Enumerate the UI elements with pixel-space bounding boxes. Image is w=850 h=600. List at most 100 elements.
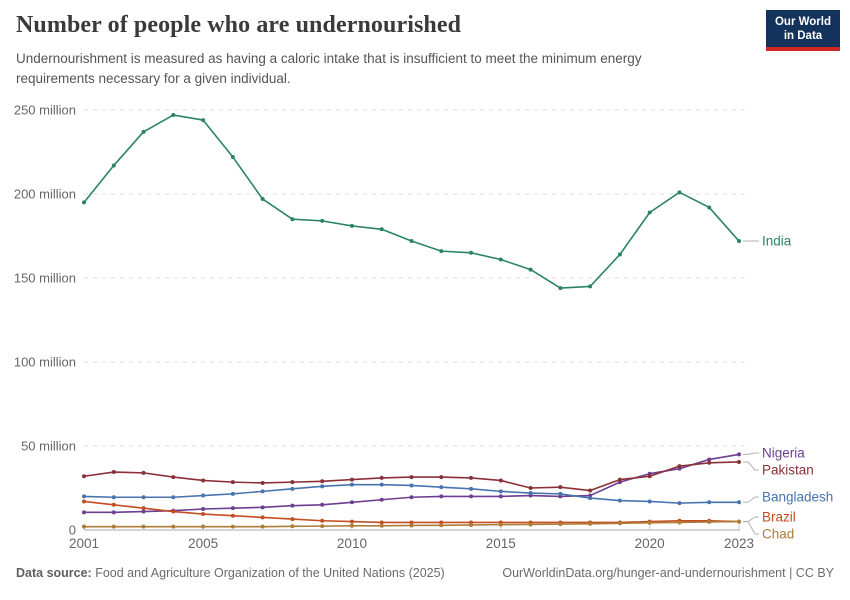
series-point-pakistan: [409, 475, 414, 480]
series-point-nigeria: [498, 494, 503, 499]
series-point-india: [141, 129, 146, 134]
series-point-pakistan: [498, 478, 503, 483]
series-point-india: [677, 190, 682, 195]
series-point-bangladesh: [290, 486, 295, 491]
series-point-india: [379, 227, 384, 232]
series-point-chad: [349, 523, 354, 528]
series-point-nigeria: [469, 494, 474, 499]
series-point-bangladesh: [141, 495, 146, 500]
data-source-label: Data source:: [16, 566, 92, 580]
series-point-nigeria: [201, 507, 206, 511]
series-point-india: [558, 286, 563, 291]
credit-link[interactable]: OurWorldinData.org/hunger-and-undernouri…: [502, 566, 834, 580]
series-point-bangladesh: [320, 484, 325, 489]
series-point-india: [707, 205, 712, 210]
series-point-chad: [260, 524, 265, 529]
series-point-brazil: [260, 515, 265, 520]
series-point-bangladesh: [409, 483, 414, 488]
series-point-bangladesh: [82, 494, 86, 499]
series-point-chad: [737, 519, 741, 524]
logo-line-1: Our World: [774, 16, 831, 28]
series-point-brazil: [171, 509, 176, 514]
series-point-pakistan: [141, 470, 146, 475]
series-point-nigeria: [290, 503, 295, 508]
series-point-india: [528, 267, 533, 272]
series-point-india: [230, 155, 235, 160]
label-connector-brazil: [743, 516, 759, 523]
series-point-pakistan: [82, 474, 86, 479]
data-source: Data source: Food and Agriculture Organi…: [16, 566, 445, 580]
series-point-nigeria: [349, 500, 354, 505]
series-label-india[interactable]: India: [762, 234, 792, 249]
series-point-chad: [111, 524, 116, 529]
x-axis-tick-label: 2023: [724, 536, 754, 551]
series-point-brazil: [379, 520, 384, 525]
series-point-india: [409, 239, 414, 244]
series-point-nigeria: [379, 497, 384, 502]
series-line-nigeria[interactable]: [84, 453, 740, 514]
label-connector-bangladesh: [743, 496, 759, 503]
x-axis-tick-label: 2005: [188, 536, 218, 551]
series-point-india: [201, 118, 206, 123]
chart-header: Number of people who are undernourished …: [16, 12, 756, 88]
series-point-chad: [171, 524, 176, 529]
series-point-chad: [82, 524, 86, 529]
series-point-pakistan: [230, 480, 235, 485]
series-point-chad: [201, 524, 206, 529]
series-point-chad: [498, 522, 503, 527]
series-point-bangladesh: [439, 485, 444, 490]
series-point-pakistan: [617, 477, 622, 482]
series-point-pakistan: [528, 486, 533, 490]
series-label-bangladesh[interactable]: Bangladesh: [762, 490, 833, 505]
series-label-nigeria[interactable]: Nigeria: [762, 446, 805, 461]
series-point-pakistan: [290, 480, 295, 485]
series-point-nigeria: [737, 452, 741, 457]
y-axis-tick-label: 200 million: [14, 187, 76, 202]
series-point-pakistan: [558, 485, 563, 490]
y-axis-tick-label: 250 million: [14, 103, 76, 118]
series-point-bangladesh: [617, 498, 622, 503]
series-point-brazil: [439, 520, 444, 525]
series-point-india: [439, 249, 444, 254]
series-line-india[interactable]: [83, 114, 740, 289]
series-point-bangladesh: [171, 495, 176, 500]
series-point-pakistan: [707, 460, 712, 465]
series-point-brazil: [409, 520, 414, 525]
series-point-chad: [528, 522, 533, 527]
series-point-chad: [379, 523, 384, 528]
series-point-bangladesh: [349, 482, 354, 487]
y-axis-tick-label: 50 million: [21, 439, 76, 454]
series-point-nigeria: [260, 505, 265, 510]
y-axis-tick-label: 150 million: [14, 271, 76, 286]
series-point-bangladesh: [528, 491, 533, 496]
series-point-pakistan: [469, 475, 474, 480]
series-point-nigeria: [439, 494, 444, 499]
series-point-india: [588, 284, 593, 289]
series-point-india: [82, 200, 86, 205]
series-point-brazil: [111, 502, 116, 507]
series-point-pakistan: [647, 474, 652, 479]
label-connector-chad: [743, 521, 759, 535]
series-point-pakistan: [201, 478, 206, 483]
series-label-chad[interactable]: Chad: [762, 527, 794, 542]
x-axis-tick-label: 2001: [69, 536, 99, 551]
series-label-pakistan[interactable]: Pakistan: [762, 463, 814, 478]
series-point-pakistan: [111, 470, 116, 475]
series-point-bangladesh: [558, 491, 563, 496]
series-label-brazil[interactable]: Brazil: [762, 510, 796, 525]
series-point-pakistan: [349, 477, 354, 482]
series-point-india: [647, 210, 652, 215]
series-point-pakistan: [677, 464, 682, 469]
series-point-bangladesh: [677, 501, 682, 506]
series-point-chad: [617, 521, 622, 526]
series-point-nigeria: [82, 510, 86, 515]
series-point-chad: [677, 520, 682, 525]
chart-subtitle: Undernourishment is measured as having a…: [16, 51, 642, 86]
owid-logo[interactable]: Our World in Data: [766, 10, 840, 51]
series-line-brazil[interactable]: [83, 500, 740, 524]
x-axis-tick-label: 2010: [337, 536, 367, 551]
series-point-brazil: [82, 499, 86, 504]
series-point-brazil: [349, 519, 354, 524]
